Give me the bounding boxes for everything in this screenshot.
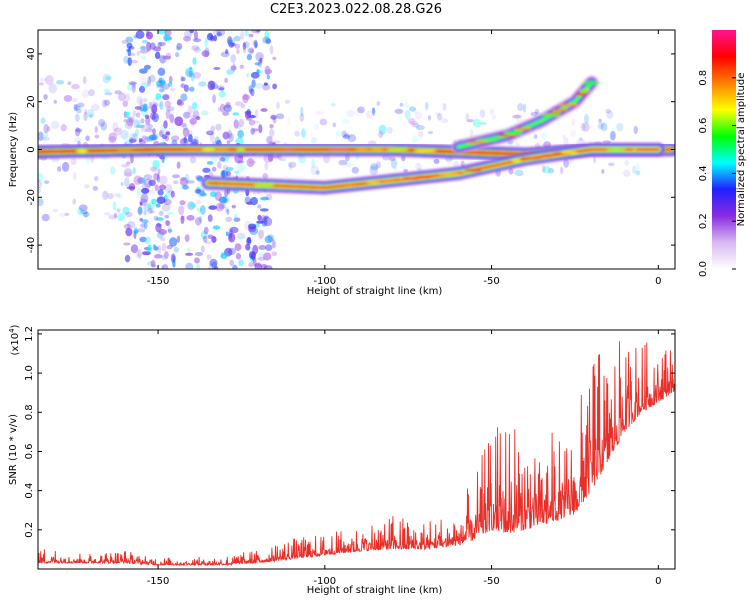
snr-y-axis-label: SNR (10 * v/v) [8, 414, 19, 485]
ridge-2 [451, 75, 601, 155]
snr-frame [37, 329, 676, 570]
ridge-1 [201, 142, 666, 195]
colorbar-tick-label: 0.4 [698, 165, 709, 181]
spectrogram-x-axis-label: Height of straight line (km) [307, 286, 443, 297]
spectrogram-x-tick-label: -150 [147, 276, 170, 287]
spectrogram-x-tick-label: -100 [313, 276, 336, 287]
snr-x-axis-label: Height of straight line (km) [307, 585, 443, 596]
snr-series-line [38, 341, 675, 567]
snr-scale-note: (x104) [8, 324, 21, 355]
spectrogram-y-tick-label: 40 [26, 48, 37, 61]
snr-y-tick-label: 1.0 [24, 365, 35, 381]
snr-x-tick-label: -50 [483, 576, 499, 587]
colorbar-tick-label: 0.8 [698, 70, 709, 86]
colorbar-tick-label: 0.0 [698, 261, 709, 277]
snr-x-tick-label: 0 [655, 576, 661, 587]
spectrogram-x-tick-label: -50 [483, 276, 499, 287]
spectrogram-x-tick-label: 0 [655, 276, 661, 287]
snr-y-tick-label: 1.2 [24, 326, 35, 342]
colorbar-gradient [712, 30, 736, 269]
snr-y-tick-label: 0.6 [24, 444, 35, 460]
spectrogram-y-tick-label: 20 [26, 95, 37, 108]
page-title: C2E3.2023.022.08.28.G26 [269, 2, 443, 17]
colorbar-tick-label: 0.6 [698, 118, 709, 134]
snr-x-tick-label: -100 [313, 576, 336, 587]
spectrogram-y-tick-label: -20 [26, 189, 37, 205]
spectrogram-panel: -150 -100 -50 0 -40 -20 0 20 40 Height of straigh… [8, 29, 676, 297]
spectrogram-image [38, 30, 675, 269]
spectrogram-y-tick-label: 0 [26, 146, 37, 152]
spectrogram-y-axis-label: Frequency (Hz) [8, 112, 19, 188]
snr-y-tick-label: 0.4 [24, 483, 35, 499]
colorbar-tick-label: 0.2 [698, 213, 709, 229]
colorbar: 0.0 0.2 0.4 0.6 0.8 Normalized spectral ampli… [698, 30, 747, 277]
snr-y-tick-label: 0.8 [24, 404, 35, 420]
colorbar-label: Normalized spectral amplitude [736, 73, 747, 227]
spectrogram-y-tick-label: -40 [26, 237, 37, 253]
snr-x-tick-label: -150 [147, 576, 170, 587]
snr-panel: -150 -100 -50 0 0.2 0.4 0.6 0.8 1.0 1.2(x104) Heig… [8, 324, 676, 596]
snr-y-tick-label: 0.2 [24, 522, 35, 538]
